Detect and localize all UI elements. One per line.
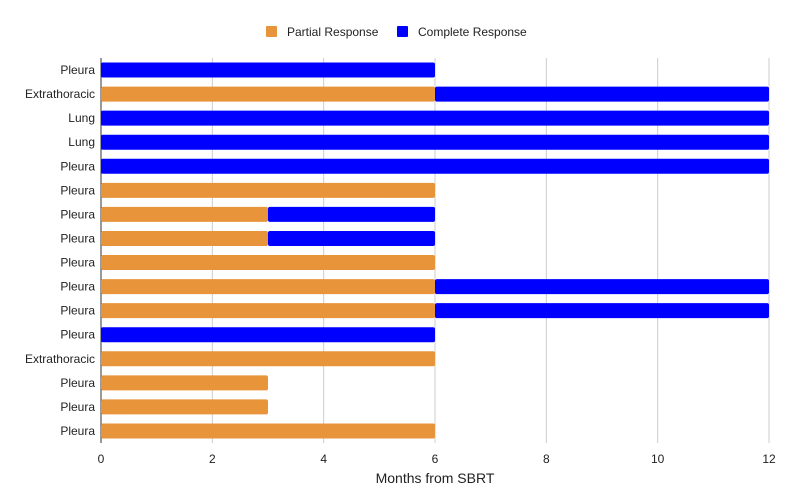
legend-item: Partial Response (266, 25, 379, 39)
bar-segment-partial (101, 423, 435, 439)
x-tick-label: 12 (762, 452, 776, 466)
category-label: Pleura (60, 231, 95, 245)
bar-segment-partial (101, 351, 435, 367)
category-label: Pleura (60, 207, 95, 221)
x-tick-label: 6 (432, 452, 439, 466)
category-label: Pleura (60, 63, 95, 77)
category-label: Pleura (60, 328, 95, 342)
legend-label: Complete Response (418, 25, 527, 39)
bar-segment-partial (101, 303, 435, 319)
x-tick-label: 2 (209, 452, 216, 466)
category-label: Pleura (60, 159, 95, 173)
bar-segment-complete (268, 230, 435, 246)
category-label: Pleura (60, 424, 95, 438)
bar-segment-complete (101, 62, 435, 78)
x-tick-label: 4 (320, 452, 327, 466)
bars (101, 62, 769, 439)
bar-segment-partial (101, 230, 268, 246)
bar-segment-complete (435, 303, 769, 319)
bar-segment-complete (268, 206, 435, 222)
bar-segment-partial (101, 279, 435, 295)
category-label: Pleura (60, 256, 95, 270)
category-label: Lung (68, 135, 95, 149)
bar-segment-complete (435, 279, 769, 295)
bar-segment-complete (101, 327, 435, 343)
category-label: Extrathoracic (25, 87, 95, 101)
category-label: Pleura (60, 400, 95, 414)
category-labels: Pleura Extrathoracic Lung Lung Pleura Pleura P… (25, 63, 95, 438)
legend-label: Partial Response (287, 25, 379, 39)
bar-segment-complete (101, 158, 769, 174)
category-label: Extrathoracic (25, 352, 95, 366)
x-tick-label: 10 (651, 452, 665, 466)
category-label: Lung (68, 111, 95, 125)
bar-segment-partial (101, 255, 435, 271)
bar-segment-partial (101, 399, 268, 415)
x-axis-title: Months from SBRT (376, 470, 495, 486)
category-label: Pleura (60, 304, 95, 318)
category-label: Pleura (60, 280, 95, 294)
legend-swatch (266, 26, 277, 37)
x-tick-labels: 0 2 4 6 8 10 12 (98, 452, 776, 466)
bar-segment-partial (101, 206, 268, 222)
bar-segment-complete (101, 134, 769, 150)
bar-segment-partial (101, 86, 435, 102)
legend: Partial Response Complete Response (266, 25, 527, 39)
x-tick-label: 8 (543, 452, 550, 466)
bar-segment-partial (101, 375, 268, 391)
bar-segment-complete (101, 110, 769, 126)
category-label: Pleura (60, 183, 95, 197)
bar-segment-complete (435, 86, 769, 102)
category-label: Pleura (60, 376, 95, 390)
x-tick-label: 0 (98, 452, 105, 466)
legend-item: Complete Response (397, 25, 527, 39)
bar-segment-partial (101, 182, 435, 198)
legend-swatch (397, 26, 408, 37)
